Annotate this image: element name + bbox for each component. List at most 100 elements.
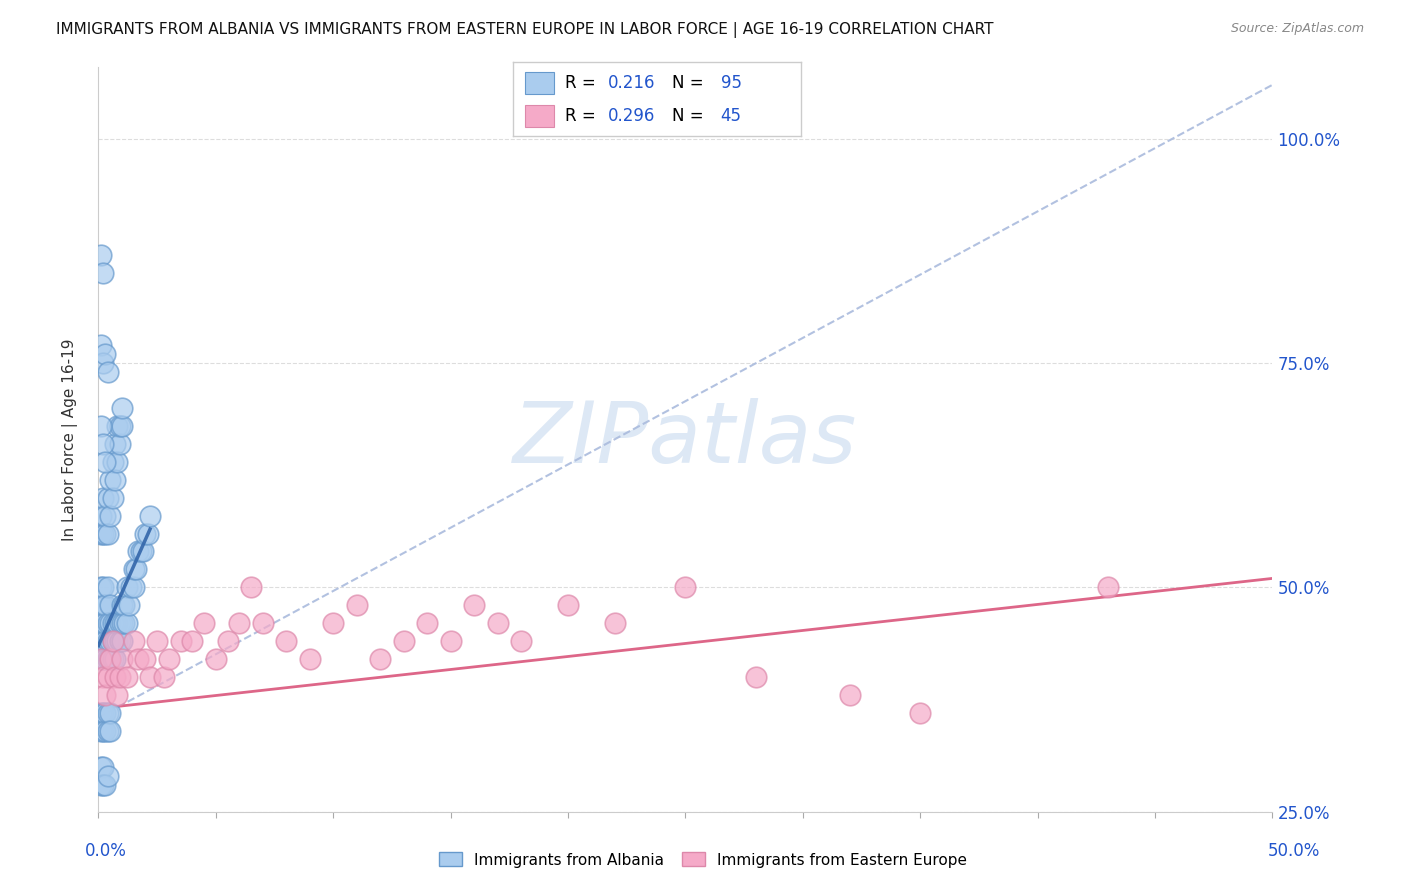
Point bbox=[157, 652, 180, 666]
Point bbox=[146, 634, 169, 648]
Text: ZIPatlas: ZIPatlas bbox=[513, 398, 858, 481]
Point bbox=[90, 634, 112, 648]
Point bbox=[510, 634, 533, 648]
Point bbox=[91, 526, 114, 541]
Point bbox=[94, 723, 117, 738]
Point bbox=[105, 688, 128, 702]
Point bbox=[104, 437, 127, 451]
Point bbox=[90, 652, 112, 666]
Point bbox=[90, 706, 112, 720]
Legend: Immigrants from Albania, Immigrants from Eastern Europe: Immigrants from Albania, Immigrants from… bbox=[433, 847, 973, 873]
Point bbox=[90, 508, 112, 523]
Point bbox=[276, 634, 298, 648]
Point bbox=[108, 634, 131, 648]
Point bbox=[111, 418, 134, 433]
Point bbox=[125, 562, 148, 576]
Point bbox=[94, 652, 117, 666]
Point bbox=[557, 599, 579, 613]
Point bbox=[105, 616, 128, 631]
Point bbox=[368, 652, 391, 666]
Text: N =: N = bbox=[672, 74, 703, 92]
Point bbox=[228, 616, 250, 631]
Point bbox=[127, 544, 149, 558]
Point bbox=[97, 706, 120, 720]
FancyBboxPatch shape bbox=[524, 105, 554, 127]
Point bbox=[104, 670, 127, 684]
Point bbox=[392, 634, 415, 648]
Point bbox=[104, 634, 127, 648]
Point bbox=[108, 616, 131, 631]
Point bbox=[205, 652, 228, 666]
Point bbox=[217, 634, 239, 648]
Point bbox=[98, 599, 121, 613]
Point bbox=[91, 616, 114, 631]
Point bbox=[115, 616, 138, 631]
Point bbox=[101, 652, 124, 666]
Point bbox=[104, 473, 127, 487]
Text: 0.0%: 0.0% bbox=[84, 842, 127, 860]
Point bbox=[94, 599, 117, 613]
Point bbox=[90, 723, 112, 738]
Text: IMMIGRANTS FROM ALBANIA VS IMMIGRANTS FROM EASTERN EUROPE IN LABOR FORCE | AGE 1: IMMIGRANTS FROM ALBANIA VS IMMIGRANTS FR… bbox=[56, 22, 994, 38]
Point bbox=[115, 670, 138, 684]
Point bbox=[90, 599, 112, 613]
Point bbox=[118, 599, 141, 613]
Point bbox=[91, 760, 114, 774]
Point bbox=[90, 760, 112, 774]
Point bbox=[90, 248, 112, 262]
Point bbox=[139, 508, 162, 523]
Point bbox=[745, 670, 768, 684]
Point bbox=[98, 652, 121, 666]
Point bbox=[97, 365, 120, 379]
Point bbox=[134, 652, 156, 666]
Point bbox=[111, 634, 134, 648]
Text: R =: R = bbox=[565, 74, 596, 92]
Point bbox=[120, 580, 142, 594]
Point bbox=[91, 706, 114, 720]
Point bbox=[97, 670, 120, 684]
Point bbox=[97, 491, 120, 505]
Point bbox=[105, 455, 128, 469]
Point bbox=[90, 338, 112, 352]
Point bbox=[153, 670, 176, 684]
Point bbox=[98, 508, 121, 523]
Point bbox=[91, 580, 114, 594]
Point bbox=[101, 491, 124, 505]
Point bbox=[94, 455, 117, 469]
Point bbox=[98, 652, 121, 666]
Point bbox=[94, 706, 117, 720]
Text: R =: R = bbox=[565, 107, 596, 125]
Point bbox=[90, 418, 112, 433]
Point bbox=[108, 418, 131, 433]
Point bbox=[101, 616, 124, 631]
Point bbox=[91, 491, 114, 505]
Point bbox=[346, 599, 368, 613]
Point bbox=[298, 652, 321, 666]
Point bbox=[111, 401, 134, 415]
Point bbox=[112, 599, 135, 613]
Point bbox=[105, 634, 128, 648]
Point bbox=[97, 652, 120, 666]
Point bbox=[134, 526, 156, 541]
Text: 0.296: 0.296 bbox=[609, 107, 655, 125]
Point bbox=[94, 688, 117, 702]
Point bbox=[1215, 849, 1237, 863]
Point bbox=[94, 347, 117, 361]
Point bbox=[169, 634, 191, 648]
Point bbox=[91, 652, 114, 666]
Point bbox=[91, 599, 114, 613]
Point bbox=[97, 634, 120, 648]
Point bbox=[101, 634, 124, 648]
Point bbox=[101, 455, 124, 469]
Point bbox=[416, 616, 439, 631]
Point bbox=[98, 634, 121, 648]
Point bbox=[98, 706, 121, 720]
Point bbox=[252, 616, 274, 631]
Point bbox=[115, 580, 138, 594]
Point bbox=[97, 723, 120, 738]
Point bbox=[908, 706, 931, 720]
Point bbox=[108, 670, 131, 684]
Text: 95: 95 bbox=[721, 74, 742, 92]
Text: Source: ZipAtlas.com: Source: ZipAtlas.com bbox=[1230, 22, 1364, 36]
Point bbox=[181, 634, 204, 648]
